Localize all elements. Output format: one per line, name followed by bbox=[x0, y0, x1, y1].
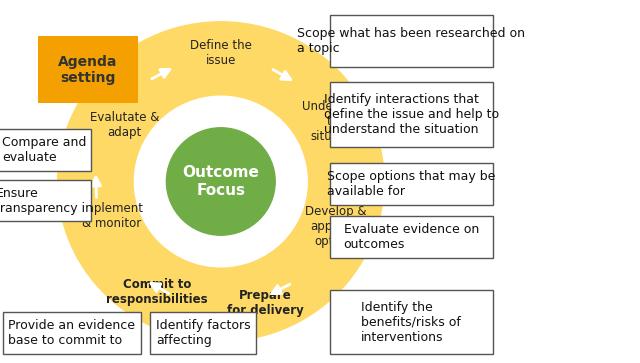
Text: Outcome
Focus: Outcome Focus bbox=[182, 165, 259, 198]
Text: Implement
& monitor: Implement & monitor bbox=[80, 202, 144, 230]
Text: Define the
issue: Define the issue bbox=[190, 38, 252, 67]
FancyBboxPatch shape bbox=[330, 216, 493, 258]
FancyBboxPatch shape bbox=[3, 312, 141, 354]
Text: Provide an evidence
base to commit to: Provide an evidence base to commit to bbox=[8, 319, 136, 347]
FancyBboxPatch shape bbox=[330, 15, 493, 67]
FancyBboxPatch shape bbox=[330, 82, 493, 147]
Text: Evaluate evidence on
outcomes: Evaluate evidence on outcomes bbox=[344, 223, 479, 251]
Text: Develop &
appraise
options: Develop & appraise options bbox=[305, 205, 367, 248]
FancyBboxPatch shape bbox=[330, 290, 493, 354]
Ellipse shape bbox=[134, 96, 307, 267]
Text: Prepare
for delivery: Prepare for delivery bbox=[227, 289, 304, 317]
Text: Commit to
responsibilities: Commit to responsibilities bbox=[106, 278, 207, 306]
FancyBboxPatch shape bbox=[330, 163, 493, 205]
Ellipse shape bbox=[166, 128, 275, 235]
FancyBboxPatch shape bbox=[0, 129, 91, 171]
Text: Identify factors
affecting: Identify factors affecting bbox=[156, 319, 250, 347]
FancyBboxPatch shape bbox=[0, 180, 91, 221]
Text: Compare and
evaluate: Compare and evaluate bbox=[3, 136, 86, 164]
Text: Evalutate &
adapt: Evalutate & adapt bbox=[90, 111, 159, 139]
Text: Understand
the
situation: Understand the situation bbox=[301, 100, 371, 143]
Ellipse shape bbox=[58, 22, 384, 341]
Text: Ensure
transparency in: Ensure transparency in bbox=[0, 187, 93, 215]
Text: Scope options that may be
available for: Scope options that may be available for bbox=[327, 170, 495, 198]
Text: Agenda
setting: Agenda setting bbox=[58, 55, 118, 85]
FancyBboxPatch shape bbox=[150, 312, 256, 354]
Text: Identify interactions that
define the issue and help to
understand the situation: Identify interactions that define the is… bbox=[324, 93, 499, 136]
Text: Identify the
benefits/risks of
interventions: Identify the benefits/risks of intervent… bbox=[361, 301, 461, 344]
FancyBboxPatch shape bbox=[38, 36, 138, 103]
Text: Scope what has been researched on
a topic: Scope what has been researched on a topi… bbox=[297, 27, 525, 55]
